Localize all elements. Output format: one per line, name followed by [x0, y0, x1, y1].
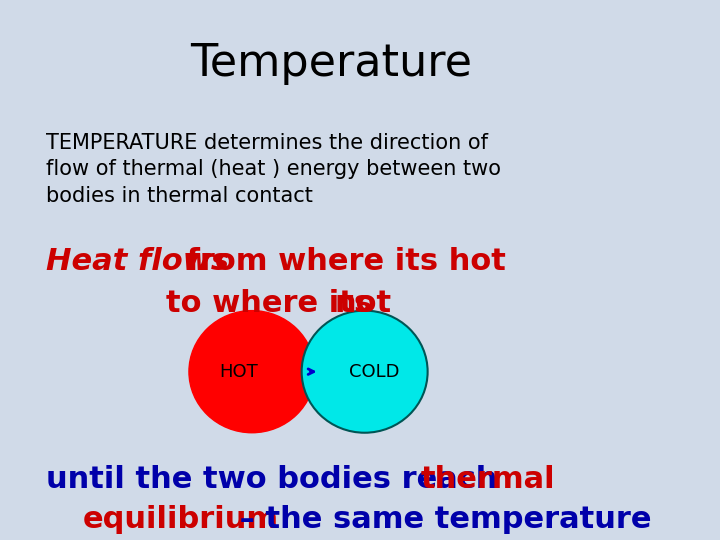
Text: – the same temperature: – the same temperature: [229, 505, 651, 535]
Text: COLD: COLD: [349, 363, 400, 381]
Text: HOT: HOT: [220, 363, 258, 381]
Text: from where its hot: from where its hot: [176, 247, 505, 276]
Text: to where its: to where its: [166, 289, 382, 319]
Ellipse shape: [302, 310, 428, 433]
Text: Temperature: Temperature: [191, 43, 472, 85]
Text: equilibrium: equilibrium: [83, 505, 279, 535]
Text: thermal: thermal: [421, 464, 556, 494]
Text: TEMPERATURE determines the direction of
flow of thermal (heat ) energy between t: TEMPERATURE determines the direction of …: [46, 133, 501, 206]
Text: not: not: [335, 289, 392, 319]
Ellipse shape: [189, 310, 315, 433]
Text: Heat flows: Heat flows: [46, 247, 230, 276]
Text: until the two bodies reach: until the two bodies reach: [46, 464, 508, 494]
